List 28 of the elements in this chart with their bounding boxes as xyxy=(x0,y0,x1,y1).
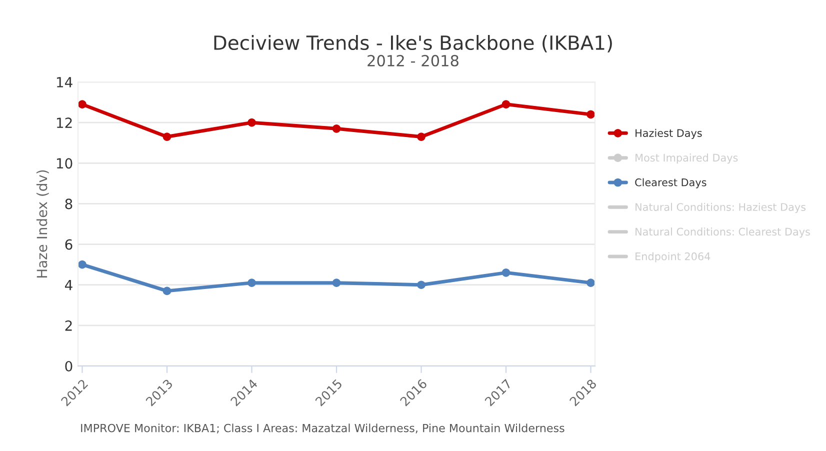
y-tick-label: 12 xyxy=(56,118,72,128)
y-tick-label: 6 xyxy=(65,239,72,250)
point xyxy=(248,278,256,287)
point xyxy=(417,132,426,141)
y-tick-label: 0 xyxy=(65,360,72,372)
y-tick-label: 2 xyxy=(65,320,72,331)
y-tick-label: 4 xyxy=(64,280,72,290)
point xyxy=(502,268,510,277)
point xyxy=(417,280,426,290)
y-tick-label: 10 xyxy=(56,158,72,169)
legend-label: Haziest Days xyxy=(636,128,702,139)
point xyxy=(502,100,510,108)
chart-title: Deciview Trends - Ike's Backbone (IKBA1) xyxy=(214,35,612,52)
point xyxy=(248,118,256,127)
point xyxy=(332,278,341,287)
chart-subtitle: 2012 - 2018 xyxy=(368,54,458,66)
point xyxy=(78,100,86,108)
y-axis-title: Haze Index (dv) xyxy=(36,170,49,278)
point xyxy=(586,278,595,287)
legend-label: Clearest Days xyxy=(635,178,706,188)
point xyxy=(586,110,595,119)
y-tick-label: 8 xyxy=(65,198,72,210)
point xyxy=(162,132,172,141)
point xyxy=(332,124,341,133)
point xyxy=(162,286,172,296)
point xyxy=(78,260,86,269)
y-tick-label: 14 xyxy=(56,77,72,88)
text: IMPROVE Monitor: IKBA1; Class I Areas: Mazatzal Wilderness, Pine Mountain Wilderness xyxy=(81,424,564,434)
